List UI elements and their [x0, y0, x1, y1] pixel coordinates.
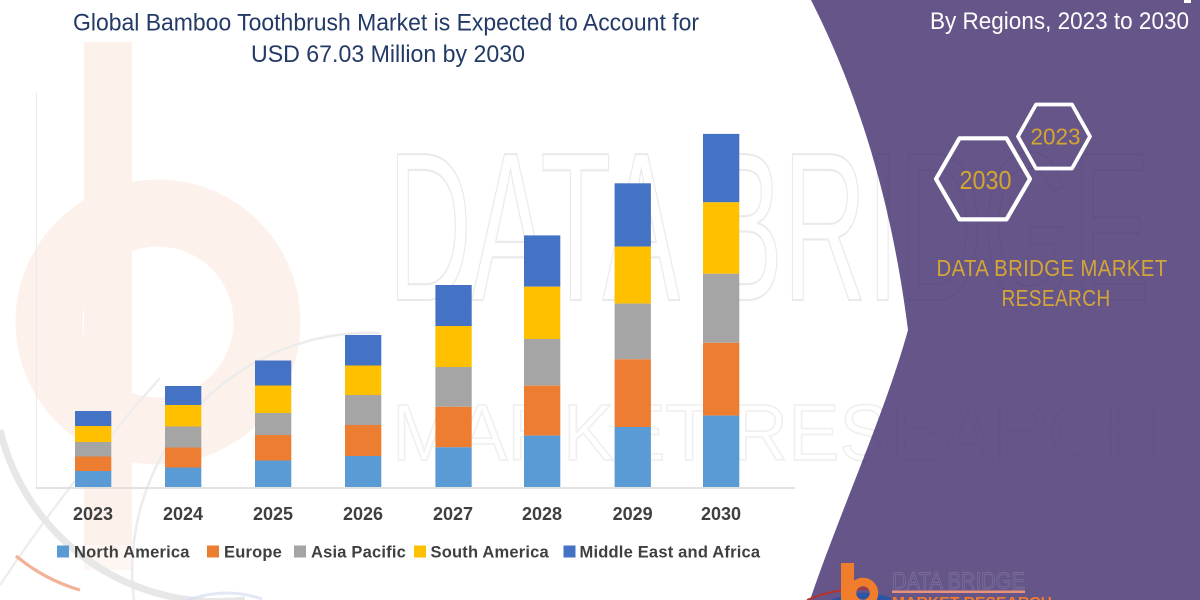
svg-text:2023: 2023 — [1031, 124, 1081, 150]
svg-text:2030: 2030 — [960, 165, 1012, 195]
svg-text:RESEARCH: RESEARCH — [1002, 285, 1111, 311]
svg-text:2024: 2024 — [163, 504, 203, 524]
svg-text:USD 67.03 Million by 2030: USD 67.03 Million by 2030 — [251, 41, 525, 68]
svg-text:MARKET RESEARCH: MARKET RESEARCH — [892, 594, 1052, 600]
svg-text:2029: 2029 — [613, 504, 653, 524]
svg-text:DATA BRIDGE MARKET: DATA BRIDGE MARKET — [937, 255, 1168, 281]
svg-text:2025: 2025 — [253, 504, 293, 524]
svg-text:2030: 2030 — [701, 504, 741, 524]
svg-text:By Regions, 2023 to 2030: By Regions, 2023 to 2030 — [930, 8, 1189, 35]
svg-text:Asia Pacific: Asia Pacific — [311, 544, 406, 562]
svg-text:South America: South America — [431, 544, 550, 562]
svg-text:2028: 2028 — [522, 504, 562, 524]
svg-text:2026: 2026 — [343, 504, 383, 524]
svg-text:Global Bamboo Toothbrush Marke: Global Bamboo Toothbrush Market is Expec… — [73, 10, 699, 37]
svg-text:2023: 2023 — [73, 504, 113, 524]
svg-text:2027: 2027 — [433, 504, 473, 524]
svg-text:Europe: Europe — [224, 544, 282, 562]
svg-text:North America: North America — [74, 544, 190, 562]
svg-text:Middle East and Africa: Middle East and Africa — [580, 544, 761, 562]
